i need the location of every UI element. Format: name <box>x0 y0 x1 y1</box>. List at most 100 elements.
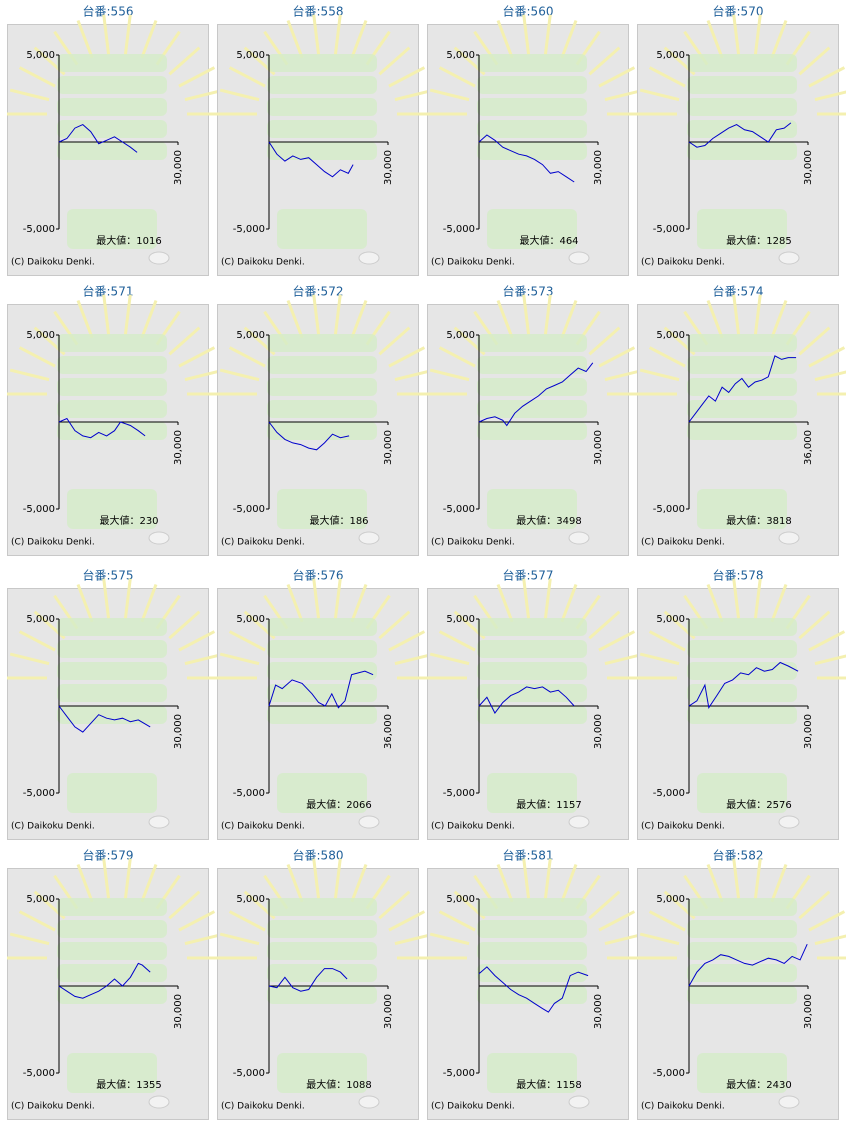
decor-box <box>687 54 797 72</box>
y-tick-label: 5,000 <box>656 330 685 341</box>
x-tick-label: 30,000 <box>593 994 604 1029</box>
max-value-label: 最大値：1355 <box>96 1078 161 1091</box>
x-tick-label: 30,000 <box>803 714 814 749</box>
y-tick-label: 5,000 <box>26 894 55 905</box>
chart-panel: 台番:577 -5,000 5,000 30,000 最大値：1157 (C) Daiko… <box>427 568 647 840</box>
decor-box <box>57 120 167 138</box>
decor-ray <box>219 932 260 946</box>
chart-panel: 台番:578 -5,000 5,000 30,000 最大値：2576 (C) Daiko… <box>637 568 846 840</box>
decor-box <box>687 684 797 702</box>
decor-tray <box>277 773 367 813</box>
y-tick-label: 5,000 <box>656 894 685 905</box>
decor-ray <box>140 583 158 623</box>
max-value-label: 最大値：1088 <box>306 1078 371 1091</box>
chart-title: 台番:556 <box>83 4 134 19</box>
copyright: (C) Daikoku Denki. <box>221 822 305 832</box>
decor-dish <box>148 251 170 265</box>
decor-ray <box>496 299 514 339</box>
max-value-label: 最大値：1158 <box>516 1078 581 1091</box>
data-line <box>478 966 589 1013</box>
x-tick-label: 30,000 <box>593 150 604 185</box>
decor-ray <box>350 863 368 903</box>
decor-ray <box>102 14 111 55</box>
decor-ray <box>140 19 158 59</box>
decor-ray <box>378 890 411 920</box>
decor-box <box>477 334 587 352</box>
decor-ray <box>798 326 831 356</box>
decor-ray <box>18 630 56 652</box>
decor-box <box>477 400 587 418</box>
decor-ray <box>598 630 636 652</box>
decor-ray <box>76 19 94 59</box>
copyright: (C) Daikoku Denki. <box>11 1102 95 1112</box>
y-tick-label: 5,000 <box>446 894 475 905</box>
decor-ray <box>732 578 741 619</box>
chart-panel: 台番:560 -5,000 5,000 30,000 最大値：464 (C) Daikok… <box>427 4 647 276</box>
y-tick-label: 5,000 <box>656 50 685 61</box>
decor-tray <box>67 209 157 249</box>
decor-ray <box>543 294 552 335</box>
max-value-label: 最大値：2430 <box>726 1078 791 1091</box>
decor-ray <box>770 19 788 59</box>
y-tick-label: -5,000 <box>23 1068 55 1079</box>
decor-dish <box>568 251 590 265</box>
y-tick-label: -5,000 <box>23 788 55 799</box>
chart-panel: 台番:570 -5,000 5,000 30,000 最大値：1285 (C) Daiko… <box>637 4 846 276</box>
copyright: (C) Daikoku Denki. <box>641 822 725 832</box>
decor-box <box>267 142 377 160</box>
decor-ray <box>429 652 470 666</box>
decor-ray <box>438 630 476 652</box>
decor-box <box>57 98 167 116</box>
decor-box <box>57 76 167 94</box>
x-tick-label: 30,000 <box>173 994 184 1029</box>
decor-ray <box>706 583 724 623</box>
decor-ray <box>429 368 470 382</box>
decor-box <box>687 334 797 352</box>
decor-ray <box>350 19 368 59</box>
y-tick-label: 5,000 <box>26 50 55 61</box>
decor-ray <box>178 346 216 368</box>
x-tick-label: 30,000 <box>803 150 814 185</box>
data-line <box>268 421 350 451</box>
chart-title: 台番:558 <box>293 4 344 19</box>
y-tick-label: -5,000 <box>653 1068 685 1079</box>
chart-panel: 台番:574 -5,000 5,000 36,000 最大値：3818 (C) Daiko… <box>637 284 846 556</box>
decor-tray <box>67 1053 157 1093</box>
decor-ray <box>219 652 260 666</box>
decor-ray <box>496 19 514 59</box>
decor-ray <box>123 578 132 619</box>
decor-ray <box>388 346 426 368</box>
decor-box <box>267 942 377 960</box>
decor-box <box>477 920 587 938</box>
decor-dish <box>358 531 380 545</box>
decor-ray <box>178 630 216 652</box>
copyright: (C) Daikoku Denki. <box>221 538 305 548</box>
decor-box <box>267 964 377 982</box>
decor-box <box>267 684 377 702</box>
decor-dish <box>778 1095 800 1109</box>
decor-ray <box>333 578 342 619</box>
decor-ray <box>598 66 636 88</box>
decor-ray <box>286 863 304 903</box>
decor-box <box>477 98 587 116</box>
decor-ray <box>560 299 578 339</box>
decor-box <box>57 706 167 724</box>
decor-box <box>687 640 797 658</box>
chart-title: 台番:571 <box>83 284 134 299</box>
decor-ray <box>102 578 111 619</box>
decor-box <box>687 378 797 396</box>
decor-ray <box>808 910 846 932</box>
chart-panel: 台番:579 -5,000 5,000 30,000 最大値：1355 (C) Daiko… <box>7 848 227 1120</box>
decor-tray <box>487 209 577 249</box>
y-tick-label: -5,000 <box>23 504 55 515</box>
decor-tray <box>277 489 367 529</box>
chart-panel: 台番:582 -5,000 5,000 30,000 最大値：2430 (C) Daiko… <box>637 848 846 1120</box>
decor-ray <box>9 88 50 102</box>
decor-box <box>477 618 587 636</box>
chart-title: 台番:579 <box>83 848 134 863</box>
chart-title: 台番:577 <box>503 568 554 583</box>
decor-ray <box>388 910 426 932</box>
decor-tray <box>697 773 787 813</box>
decor-ray <box>9 368 50 382</box>
chart-title: 台番:573 <box>503 284 554 299</box>
